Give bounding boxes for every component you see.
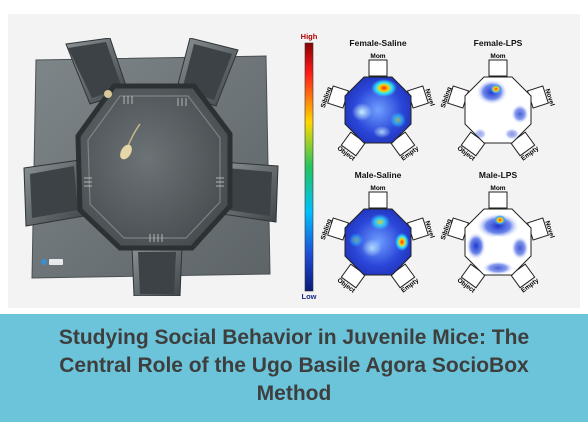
heatmap-panel-male-saline: Male-Saline Mom Sibling Novel Object Emp… <box>320 170 436 295</box>
banner-title-line: Central Role of the Ugo Basile Agora Soc… <box>59 354 529 377</box>
color-scale-bar: High Low <box>301 32 318 301</box>
color-scale-low-label: Low <box>302 292 317 301</box>
mouse-figure <box>104 90 141 160</box>
heatmap-panel-title: Female-Saline <box>349 38 406 48</box>
banner-title-line: Method <box>256 382 332 405</box>
heatmap-panel-title: Male-LPS <box>479 170 518 180</box>
heatmap-panel-title: Female-LPS <box>474 38 523 48</box>
heatmap-panel-title: Male-Saline <box>355 170 402 180</box>
heatmap-figure: High Low Female-Saline Mom Sibling Novel… <box>301 32 556 301</box>
heatmap-panel-male-lps: Male-LPS Mom Sibling Novel Object Empty <box>440 170 556 295</box>
title-banner: Studying Social Behavior in Juvenile Mic… <box>0 314 588 422</box>
chamber-label-top: Mom <box>490 185 505 192</box>
heatmap-panel-female-lps: Female-LPS Mom Sibling Novel Object Empt… <box>440 38 556 163</box>
heatmap-panel-female-saline: Female-Saline Mom Sibling Novel Object E… <box>320 38 436 163</box>
agora-sociobox-arena-image <box>23 38 279 296</box>
color-scale-high-label: High <box>301 32 318 41</box>
chamber-label-top: Mom <box>370 53 385 60</box>
chamber-label-top: Mom <box>370 185 385 192</box>
figure-panel: High Low Female-Saline Mom Sibling Novel… <box>8 14 580 308</box>
arena-floor <box>75 83 233 251</box>
chamber-label-top: Mom <box>490 53 505 60</box>
banner-title: Studying Social Behavior in Juvenile Mic… <box>59 324 529 408</box>
banner-title-line: Studying Social Behavior in Juvenile Mic… <box>58 326 530 349</box>
